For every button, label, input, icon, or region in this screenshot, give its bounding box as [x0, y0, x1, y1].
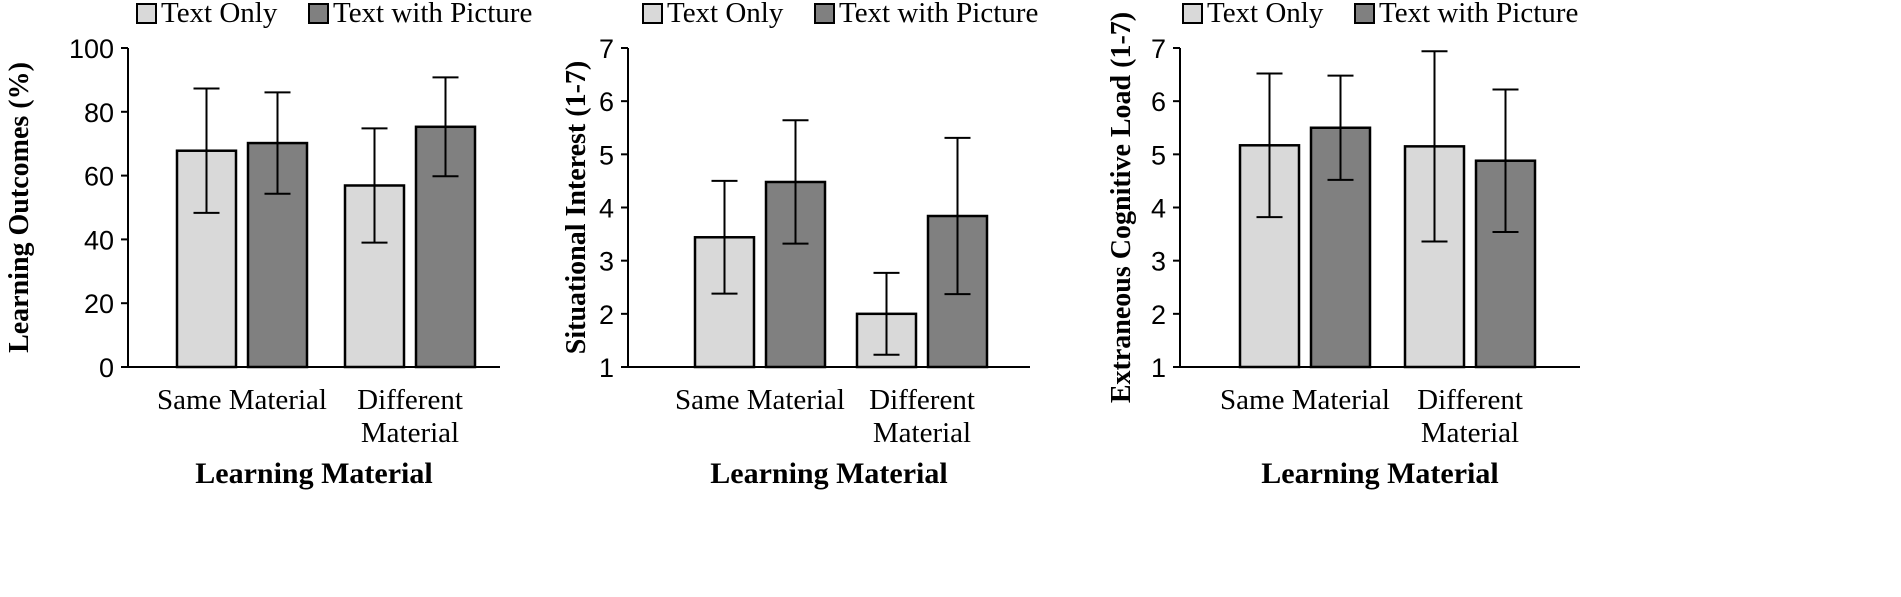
- legend-label: Text Only: [667, 0, 784, 29]
- x-tick-label: Different: [1417, 384, 1523, 416]
- y-tick-label: 2: [599, 300, 614, 330]
- y-tick-label: 0: [99, 353, 114, 383]
- y-tick-label: 1: [1151, 353, 1166, 383]
- legend-swatch: [308, 3, 329, 24]
- y-tick-label: 3: [1151, 247, 1166, 277]
- y-axis-title: Extraneous Cognitive Load (1-7): [1106, 12, 1137, 403]
- y-tick-label: 80: [84, 98, 114, 128]
- y-axis-title: Learning Outcomes (%): [4, 62, 35, 353]
- y-tick-label: 7: [1151, 34, 1166, 64]
- legend-swatch: [136, 3, 157, 24]
- x-axis-title: Learning Material: [195, 457, 432, 490]
- y-tick-label: 5: [599, 140, 614, 170]
- legend-label: Text Only: [161, 0, 278, 29]
- y-axis-title: Situational Interest (1-7): [561, 61, 592, 354]
- chart-panel-1: Text Only Text with Picture 0 20 40 60 80 100 Sa…: [4, 0, 532, 490]
- x-axis-title: Learning Material: [1261, 457, 1498, 490]
- legend-label: Text with Picture: [1379, 0, 1578, 29]
- y-tick-label: 100: [69, 34, 114, 64]
- x-tick-label: Material: [1421, 417, 1519, 449]
- x-tick-label: Same Material: [675, 384, 845, 416]
- y-tick-label: 2: [1151, 300, 1166, 330]
- legend-swatch: [642, 3, 663, 24]
- y-tick-label: 40: [84, 225, 114, 255]
- x-axis-title: Learning Material: [710, 457, 947, 490]
- x-tick-label: Material: [361, 417, 459, 449]
- x-tick-label: Different: [869, 384, 975, 416]
- x-tick-label: Same Material: [1220, 384, 1390, 416]
- y-tick-label: 7: [599, 34, 614, 64]
- x-tick-label: Different: [357, 384, 463, 416]
- chart-panel-3: Text Only Text with Picture 1 2 3 4 5 6 7 Same Ma…: [1106, 0, 1580, 490]
- y-tick-label: 5: [1151, 140, 1166, 170]
- y-tick-label: 60: [84, 162, 114, 192]
- legend-swatch: [814, 3, 835, 24]
- legend-swatch: [1354, 3, 1375, 24]
- y-tick-label: 4: [1151, 194, 1166, 224]
- y-tick-label: 1: [599, 353, 614, 383]
- legend-label: Text with Picture: [839, 0, 1038, 29]
- y-tick-label: 20: [84, 289, 114, 319]
- y-tick-label: 4: [599, 194, 614, 224]
- legend-swatch: [1182, 3, 1203, 24]
- legend-label: Text Only: [1207, 0, 1324, 29]
- legend-label: Text with Picture: [333, 0, 532, 29]
- y-tick-label: 3: [599, 247, 614, 277]
- x-tick-label: Same Material: [157, 384, 327, 416]
- y-tick-label: 6: [599, 87, 614, 117]
- x-tick-label: Material: [873, 417, 971, 449]
- chart-panel-2: Text Only Text with Picture 1 2 3 4 5 6 7 Same Ma…: [561, 0, 1038, 490]
- y-tick-label: 6: [1151, 87, 1166, 117]
